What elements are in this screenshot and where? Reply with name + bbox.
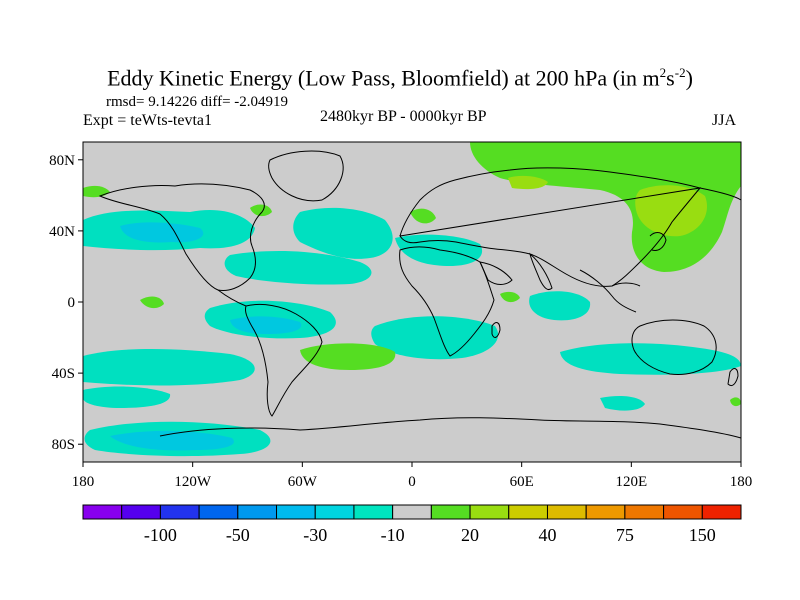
longitude-axis: 180 120W 60W 0 60E 120E 180 (72, 462, 753, 490)
lon-tick-label: 60E (510, 474, 534, 490)
coastline-greenland (268, 150, 344, 202)
field-negative-south-pacific-west (83, 349, 255, 386)
field-positive-siberia-core-2 (508, 175, 548, 190)
field-negative-south-atlantic (371, 316, 499, 360)
colorbar-swatch (198, 504, 239, 520)
colorbar-label: 75 (616, 525, 634, 545)
colorbar-swatch (585, 504, 626, 520)
colorbar-swatch (353, 504, 394, 520)
field-negative-na-pacific-core (120, 222, 204, 243)
title-unit-s: s (666, 65, 675, 91)
field-positive-siberia-core (635, 185, 708, 237)
plot-title: Eddy Kinetic Energy (Low Pass, Bloomfiel… (0, 60, 800, 91)
colorbar-swatch (314, 504, 355, 520)
field-positive-greenland (250, 204, 272, 217)
coastline-africa (399, 246, 495, 357)
colorbar-swatch (430, 504, 471, 520)
colorbar-swatch (624, 504, 665, 520)
lon-tick-label: 0 (408, 474, 416, 490)
coastline-new-zealand (727, 368, 739, 387)
colorbar-label: 150 (689, 525, 716, 545)
title-main: Eddy Kinetic Energy (Low Pass, Bloomfiel… (107, 65, 660, 91)
field-positive-europe (410, 208, 436, 224)
lon-tick-label: 120W (174, 474, 212, 490)
field-negative-south-indian (560, 343, 741, 375)
coastline-australia (631, 319, 717, 375)
coastline-southeast-asia (579, 269, 641, 313)
colorbar-label: 40 (538, 525, 556, 545)
coastline-europe-asia (399, 167, 742, 287)
experiment-label: Expt = teWts-tevta1 (83, 112, 212, 129)
colorbar-label: -10 (381, 525, 405, 545)
lat-tick-label: 40S (52, 366, 75, 382)
coastline-india (529, 252, 553, 291)
lon-tick-label: 180 (730, 474, 753, 490)
anomaly-fields (83, 142, 741, 457)
lat-tick-label: 40N (49, 224, 75, 240)
lon-tick-label: 60W (288, 474, 318, 490)
colorbar-label: -50 (226, 525, 250, 545)
field-positive-south-ocean-east (730, 397, 741, 407)
map-panel: 80N 40N 0 40S 80S 180 120W 60W 0 60E 120E 180 (49, 141, 753, 490)
field-negative-north-atlantic (293, 207, 393, 259)
lon-tick-label: 120E (615, 474, 647, 490)
colorbar-swatch (546, 504, 587, 520)
field-positive-south-america (300, 343, 396, 370)
colorbar: -100 -50 -30 -10 20 40 75 150 (82, 504, 742, 545)
coastline-central-america (217, 289, 247, 307)
coastline-south-america (245, 303, 323, 417)
field-negative-mid-atlantic (224, 250, 372, 285)
title-close: ) (685, 65, 693, 91)
latitude-axis: 80N 40N 0 40S 80S (49, 153, 83, 453)
lon-tick-label: 180 (72, 474, 95, 490)
colorbar-swatch (392, 504, 432, 520)
field-negative-tropical-pacific-core (230, 316, 302, 334)
lat-tick-label: 0 (68, 295, 76, 311)
coastlines (98, 150, 742, 439)
colorbar-swatch (159, 504, 200, 520)
coastline-antarctica (159, 417, 742, 439)
lat-tick-label: 80S (52, 437, 75, 453)
period-label: 2480kyr BP - 0000kyr BP (320, 108, 487, 125)
field-negative-indian-ocean (529, 291, 591, 321)
title-exponent-2: -2 (674, 65, 686, 80)
colorbar-swatch (508, 504, 548, 520)
field-positive-south-pacific (140, 296, 164, 309)
coastline-arabia (479, 261, 513, 285)
colorbar-swatch (276, 504, 316, 520)
coastline-japan (649, 232, 667, 251)
colorbar-swatch (237, 504, 278, 520)
colorbar-swatch (469, 504, 510, 520)
title-exponent-1: 2 (659, 65, 667, 80)
colorbar-swatch (121, 504, 161, 520)
field-positive-africa-east (500, 291, 520, 303)
lat-tick-label: 80N (49, 153, 75, 169)
coastline-north-america (98, 183, 265, 291)
coastline-madagascar (491, 322, 501, 338)
season-label: JJA (712, 112, 737, 129)
colorbar-swatch (663, 504, 703, 520)
colorbar-label: -30 (303, 525, 327, 545)
field-positive-siberia-pacific (470, 142, 741, 272)
field-negative-south-indian-east (600, 396, 645, 411)
colorbar-label: -100 (144, 525, 177, 545)
field-negative-south-pacific-east (83, 386, 171, 408)
field-negative-antarctic-core (110, 430, 234, 451)
colorbar-swatch (701, 504, 742, 520)
rmsd-diff-stats: rmsd= 9.14226 diff= -2.04919 (106, 94, 289, 110)
colorbar-label: 20 (461, 525, 479, 545)
colorbar-swatch (82, 504, 123, 520)
